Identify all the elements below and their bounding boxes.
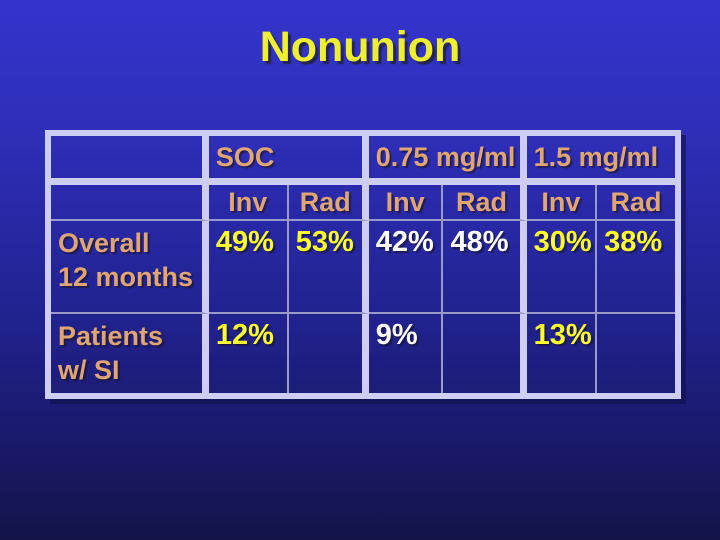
group-header-0-75-mg-ml: 0.75 mg/ml <box>368 136 527 185</box>
row-label-line: w/ SI <box>58 355 120 385</box>
subheader-0-75-inv: Inv <box>368 185 444 221</box>
group-header-row: SOC 0.75 mg/ml 1.5 mg/ml <box>51 136 675 185</box>
cell-patients-0-75-inv: 9% <box>369 314 444 393</box>
subheader-soc-inv: Inv <box>208 185 289 221</box>
group-header-soc: SOC <box>208 136 369 185</box>
cell-patients-1-5-inv: 13% <box>527 314 598 393</box>
cell-overall-soc-rad: 53% <box>288 221 369 314</box>
cell-overall-1-5-inv: 30% <box>526 221 598 314</box>
sub-header-row: Inv Rad Inv Rad Inv Rad <box>51 185 675 221</box>
subheader-1-5-rad: Rad <box>597 185 675 221</box>
subheader-1-5-inv: Inv <box>526 185 598 221</box>
subheader-0-75-rad: Rad <box>443 185 527 221</box>
group-header-1-5-mg-ml: 1.5 mg/ml <box>526 136 675 185</box>
cell-overall-0-75-rad: 48% <box>443 221 527 314</box>
cell-overall-soc-inv: 49% <box>208 221 289 314</box>
cell-patients-1-5-rad <box>597 314 675 393</box>
row-label-line: 12 months <box>58 262 194 292</box>
cell-patients-soc-inv: 12% <box>209 314 289 393</box>
cell-patients-0-75-rad <box>443 314 527 393</box>
row-label-line: Overall <box>58 228 150 258</box>
cell-overall-1-5-rad: 38% <box>597 221 675 314</box>
cell-overall-0-75-inv: 42% <box>368 221 444 314</box>
row-label-overall-12-months: Overall 12 months <box>51 221 209 314</box>
row-label-patients-w-si: Patients w/ SI <box>51 314 209 393</box>
cell-patients-soc-rad <box>289 314 369 393</box>
corner-cell-blank <box>51 136 209 185</box>
row-label-line: Patients <box>58 321 164 351</box>
slide-title: Nonunion <box>259 23 461 71</box>
results-table: SOC 0.75 mg/ml 1.5 mg/ml Inv Rad Inv Rad… <box>45 130 681 399</box>
table-row-patients-w-si: Patients w/ SI 12% 9% 13% <box>51 314 675 393</box>
table-row-overall-12-months: Overall 12 months 49% 53% 42% 48% 30% 38… <box>51 221 675 314</box>
sub-header-blank <box>51 185 209 221</box>
results-table-grid: SOC 0.75 mg/ml 1.5 mg/ml Inv Rad Inv Rad… <box>51 136 675 393</box>
subheader-soc-rad: Rad <box>288 185 369 221</box>
